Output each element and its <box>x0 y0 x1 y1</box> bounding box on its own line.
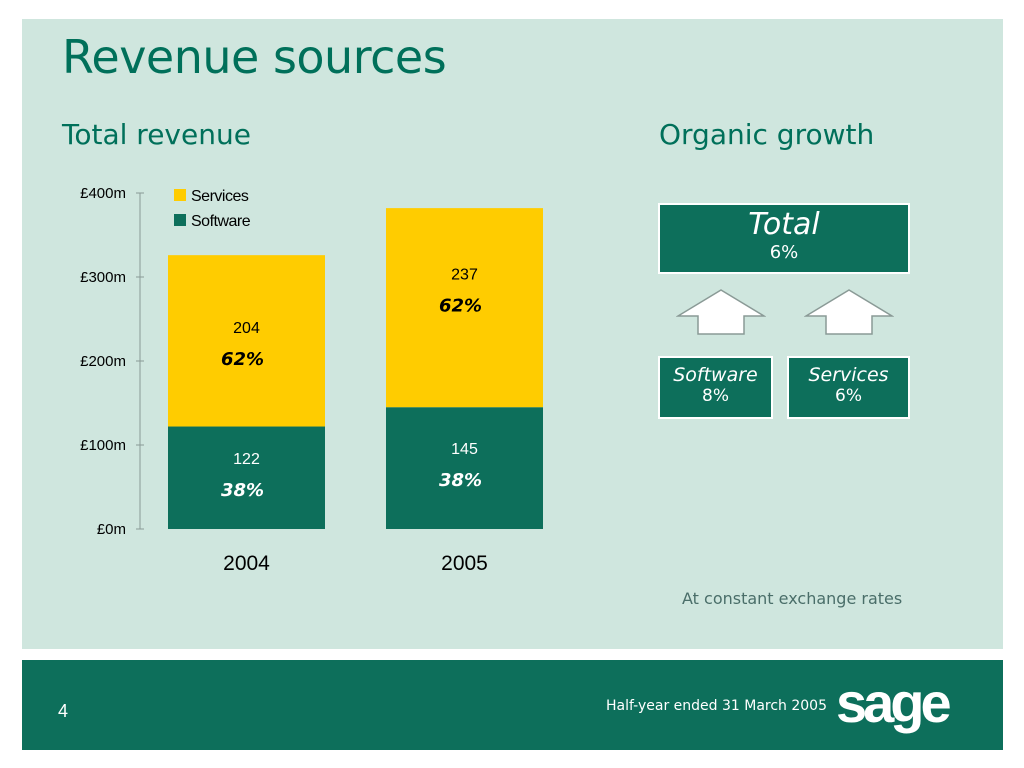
bar-percent-label: 62% <box>439 296 482 317</box>
services-growth-label: Services <box>808 364 889 386</box>
legend-entry: Services <box>191 188 249 205</box>
bar-percent-label: 62% <box>221 349 264 370</box>
total-growth-value: 6% <box>769 242 799 263</box>
y-tick-label: £400m <box>80 185 126 202</box>
legend-entry: Software <box>191 213 251 230</box>
sage-logo: sage <box>836 672 954 734</box>
total-revenue-heading: Total revenue <box>62 118 251 151</box>
y-tick-label: £200m <box>80 353 126 370</box>
footer-bar <box>22 660 1003 750</box>
y-tick-label: £0m <box>97 521 126 538</box>
up-arrow-icon <box>804 289 894 335</box>
bar-percent-label: 38% <box>439 470 482 491</box>
footer-period-text: Half-year ended 31 March 2005 <box>606 698 827 714</box>
bar-software-2005 <box>386 407 543 529</box>
bar-value-label: 122 <box>233 451 260 468</box>
revenue-bar-chart: £0m £100m £200m £300m £400m 122 38% 204 62% 2004 1… <box>80 185 543 575</box>
bar-percent-label: 38% <box>221 480 264 501</box>
software-growth-box: Software 8% <box>658 356 773 419</box>
sage-logo-text: sage <box>836 672 950 734</box>
total-growth-box: Total 6% <box>658 203 910 274</box>
page-title: Revenue sources <box>62 30 447 84</box>
services-growth-box: Services 6% <box>787 356 910 419</box>
bar-services-2005 <box>386 208 543 408</box>
bar-software-2004 <box>168 426 325 529</box>
y-tick-label: £300m <box>80 269 126 286</box>
exchange-rate-note: At constant exchange rates <box>682 589 903 608</box>
bar-value-label: 204 <box>233 320 260 337</box>
software-growth-label: Software <box>673 364 758 386</box>
software-growth-value: 8% <box>702 386 729 406</box>
legend-swatch <box>174 214 186 226</box>
bar-value-label: 145 <box>451 441 478 458</box>
services-growth-value: 6% <box>835 386 862 406</box>
y-tick-label: £100m <box>80 437 126 454</box>
x-category-label: 2004 <box>223 552 270 575</box>
bar-value-label: 237 <box>451 267 478 284</box>
page-number: 4 <box>58 701 69 721</box>
x-category-label: 2005 <box>441 552 488 575</box>
bar-services-2004 <box>168 255 325 427</box>
legend-swatch <box>174 189 186 201</box>
total-growth-label: Total <box>748 207 820 242</box>
organic-growth-heading: Organic growth <box>659 118 875 151</box>
up-arrow-icon <box>676 289 766 335</box>
